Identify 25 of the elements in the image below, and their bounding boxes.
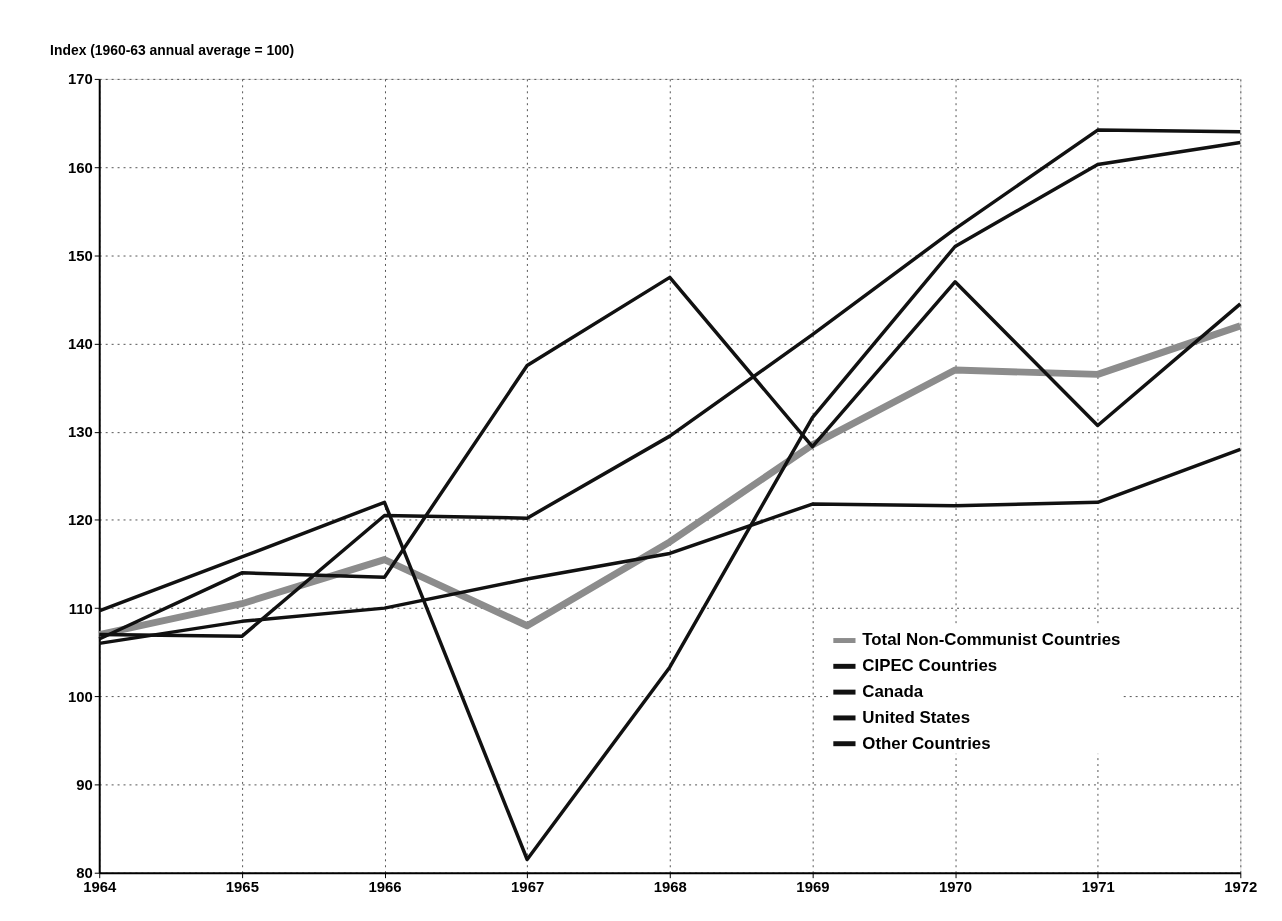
x-tick-label: 1967 (511, 879, 545, 896)
y-tick-label: 90 (76, 776, 93, 793)
x-tick-label: 1965 (225, 879, 259, 896)
y-tick-label: 100 (67, 688, 93, 705)
y-tick-label: 130 (67, 424, 93, 441)
legend-label: Other Countries (862, 733, 991, 753)
y-tick-label: 140 (67, 335, 93, 352)
y-tick-label: 110 (68, 600, 93, 617)
x-tick-label: 1969 (796, 879, 830, 896)
y-tick-label: 120 (67, 512, 93, 529)
x-tick-label: 1972 (1224, 879, 1258, 896)
legend-label: Canada (862, 682, 924, 702)
y-tick-label: 150 (67, 247, 93, 264)
y-tick-label: 170 (67, 71, 93, 88)
y-tick-label: 160 (67, 159, 93, 176)
x-tick-label: 1970 (939, 879, 973, 896)
x-tick-label: 1968 (653, 879, 687, 896)
legend-label: United States (862, 707, 971, 727)
y-axis-title: Index (1960-63 annual average = 100) (50, 41, 295, 58)
legend-label: Total Non-Communist Countries (862, 630, 1121, 650)
x-tick-label: 1971 (1081, 879, 1115, 896)
x-tick-label: 1964 (83, 879, 117, 896)
x-tick-label: 1966 (368, 879, 402, 896)
y-tick-label: 80 (76, 865, 93, 882)
legend-label: CIPEC Countries (862, 656, 998, 676)
